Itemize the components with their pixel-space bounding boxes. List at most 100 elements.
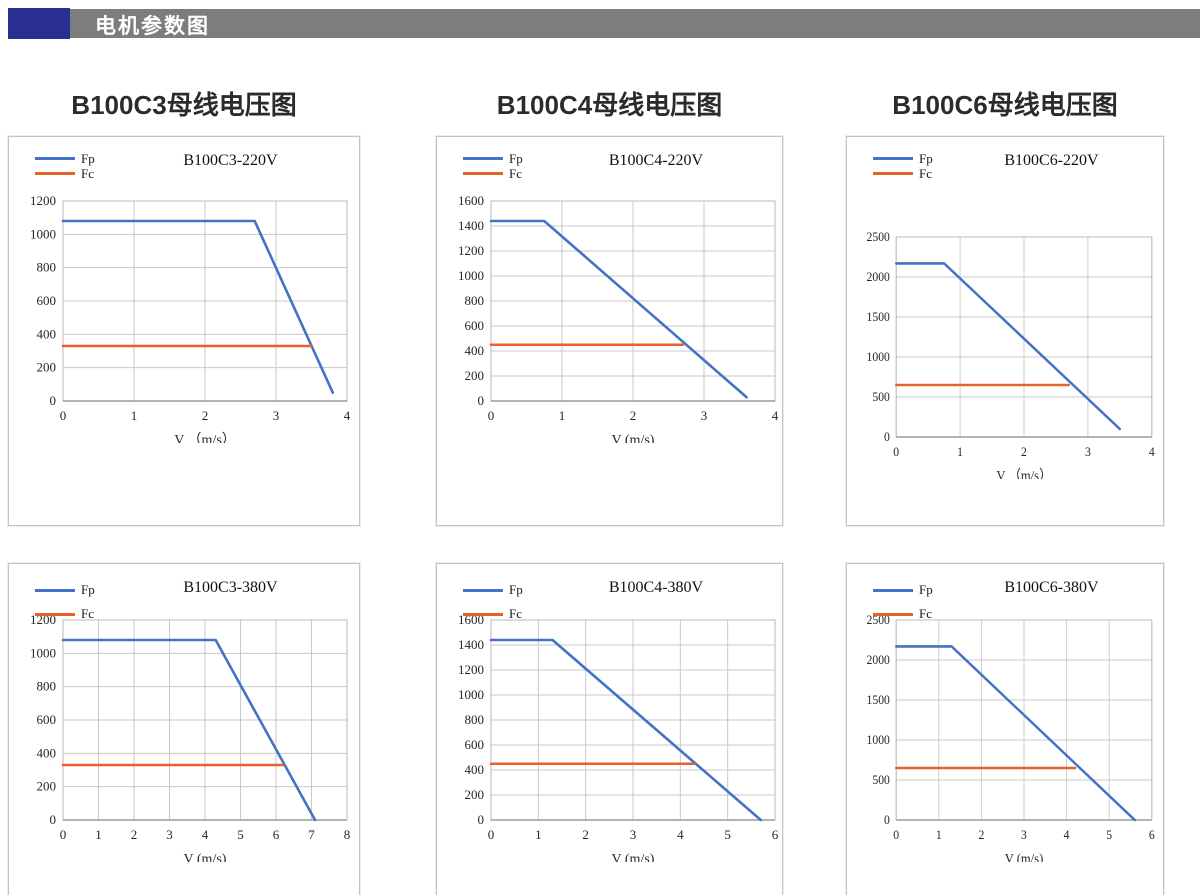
- legend-item-fc: Fc: [463, 602, 523, 626]
- svg-text:1600: 1600: [458, 612, 484, 627]
- svg-text:0: 0: [50, 393, 57, 408]
- svg-text:2: 2: [582, 827, 589, 842]
- legend-label-fc: Fc: [81, 606, 94, 621]
- svg-text:1000: 1000: [867, 349, 890, 364]
- chart-title: B100C3-380V: [183, 579, 278, 596]
- svg-text:1000: 1000: [458, 687, 484, 702]
- svg-text:7: 7: [308, 827, 315, 842]
- section-title-b100c3: B100C3母线电压图: [71, 90, 297, 120]
- fc-line-swatch: [35, 172, 75, 175]
- svg-text:0: 0: [488, 408, 495, 423]
- svg-text:1000: 1000: [458, 268, 484, 283]
- chart-plot-b100c4-220v: 0 200 400 600 800 1000 1200 1400 1600 0 1 2 3 4 V (m/s…: [458, 193, 779, 443]
- chart-legend: Fp Fc: [873, 578, 933, 626]
- section-titles-row: B100C3母线电压图 B100C4母线电压图 B100C6母线电压图: [8, 85, 1200, 122]
- svg-text:1200: 1200: [30, 612, 56, 627]
- svg-text:1200: 1200: [458, 662, 484, 677]
- legend-item-fc: Fc: [873, 602, 933, 626]
- legend-item-fp: Fp: [873, 578, 933, 602]
- fc-line-swatch: [873, 612, 913, 616]
- svg-text:3: 3: [273, 408, 280, 423]
- fp-line-swatch: [873, 588, 913, 592]
- legend-label-fc: Fc: [509, 165, 522, 181]
- svg-text:1600: 1600: [458, 193, 484, 208]
- svg-text:3: 3: [166, 827, 173, 842]
- chart-title: B100C6-380V: [1004, 579, 1099, 596]
- svg-text:1000: 1000: [30, 226, 56, 241]
- svg-text:4: 4: [772, 408, 779, 423]
- fp-line-swatch: [35, 157, 75, 160]
- svg-text:2: 2: [630, 408, 637, 423]
- svg-text:200: 200: [465, 368, 485, 383]
- svg-text:0: 0: [488, 827, 495, 842]
- chart-title: B100C4-220V: [608, 152, 704, 169]
- legend-label-fp: Fp: [919, 150, 933, 166]
- svg-text:800: 800: [465, 712, 485, 727]
- svg-text:200: 200: [37, 360, 57, 375]
- legend-item-fp: Fp: [463, 151, 523, 166]
- legend-label-fp: Fp: [509, 582, 523, 597]
- svg-text:800: 800: [37, 260, 57, 275]
- svg-text:1500: 1500: [867, 692, 890, 707]
- chart-panel-b100c4-220v: Fp Fc B100C4-220V 0 200 400 600 800 1000 1200 1…: [436, 136, 783, 526]
- chart-panel-b100c3-220v: Fp Fc B100C3-220V 0 200 400 600 800 1000 1200 0…: [8, 136, 360, 526]
- svg-text:1400: 1400: [458, 637, 484, 652]
- svg-text:0: 0: [884, 429, 890, 444]
- section-title-b100c6: B100C6母线电压图: [892, 90, 1118, 120]
- chart-title: B100C3-220V: [183, 152, 278, 169]
- svg-text:1: 1: [95, 827, 102, 842]
- legend-label-fc: Fc: [919, 165, 932, 181]
- svg-text:1400: 1400: [458, 218, 484, 233]
- page-header: 电机参数图: [0, 8, 1200, 39]
- svg-text:3: 3: [1021, 827, 1027, 842]
- svg-text:5: 5: [724, 827, 731, 842]
- svg-text:3: 3: [630, 827, 637, 842]
- svg-text:2: 2: [131, 827, 138, 842]
- svg-text:V （m/s）: V （m/s）: [174, 432, 236, 443]
- fp-line-swatch: [873, 157, 913, 160]
- legend-item-fc: Fc: [873, 166, 933, 181]
- svg-text:400: 400: [465, 762, 485, 777]
- svg-text:5: 5: [237, 827, 244, 842]
- chart-plot-b100c6-380v: 0 500 1000 1500 2000 2500 0 1 2 3 4 5 6 V (m/s): [867, 612, 1155, 862]
- chart-plot-b100c3-220v: 0 200 400 600 800 1000 1200 0 1 2 3 4 V （m/s）: [30, 193, 351, 443]
- svg-text:500: 500: [872, 389, 890, 404]
- svg-text:6: 6: [1149, 827, 1155, 842]
- svg-text:0: 0: [50, 812, 57, 827]
- svg-text:600: 600: [465, 737, 485, 752]
- legend-label-fp: Fp: [919, 582, 933, 597]
- svg-text:3: 3: [1085, 444, 1091, 459]
- svg-text:1: 1: [131, 408, 138, 423]
- svg-text:2000: 2000: [867, 269, 890, 284]
- svg-text:4: 4: [202, 827, 209, 842]
- legend-item-fc: Fc: [463, 166, 523, 181]
- svg-text:3: 3: [701, 408, 708, 423]
- svg-text:200: 200: [465, 787, 485, 802]
- legend-label-fc: Fc: [509, 606, 522, 621]
- svg-text:V （m/s）: V （m/s）: [996, 467, 1051, 479]
- legend-item-fp: Fp: [873, 151, 933, 166]
- chart-panel-b100c4-380v: Fp Fc B100C4-380V 0 200 400 600 800 1000 1200 1…: [436, 563, 783, 895]
- fp-line-swatch: [463, 157, 503, 160]
- fc-line-swatch: [35, 612, 75, 616]
- legend-label-fp: Fp: [81, 150, 95, 166]
- chart-title: B100C6-220V: [1004, 152, 1099, 169]
- svg-text:800: 800: [37, 679, 57, 694]
- svg-text:600: 600: [37, 293, 57, 308]
- svg-text:4: 4: [344, 408, 351, 423]
- header-bar: [24, 9, 1200, 38]
- svg-text:600: 600: [37, 712, 57, 727]
- svg-text:V (m/s): V (m/s): [612, 852, 655, 862]
- svg-text:200: 200: [37, 779, 57, 794]
- svg-text:8: 8: [344, 827, 351, 842]
- chart-plot-b100c3-380v: 0 200 400 600 800 1000 1200 0 1 2 3 4 5 6 7 8 V (m/s): [30, 612, 351, 862]
- chart-row-380v: Fp Fc B100C3-380V 0 200 400 600 800 1000 1200 0…: [8, 563, 1200, 895]
- svg-text:1: 1: [936, 827, 942, 842]
- chart-legend: Fp Fc: [35, 578, 95, 626]
- legend-item-fc: Fc: [35, 602, 95, 626]
- svg-text:1: 1: [957, 444, 963, 459]
- svg-text:4: 4: [677, 827, 684, 842]
- svg-text:2000: 2000: [867, 652, 890, 667]
- svg-text:800: 800: [465, 293, 485, 308]
- svg-text:400: 400: [465, 343, 485, 358]
